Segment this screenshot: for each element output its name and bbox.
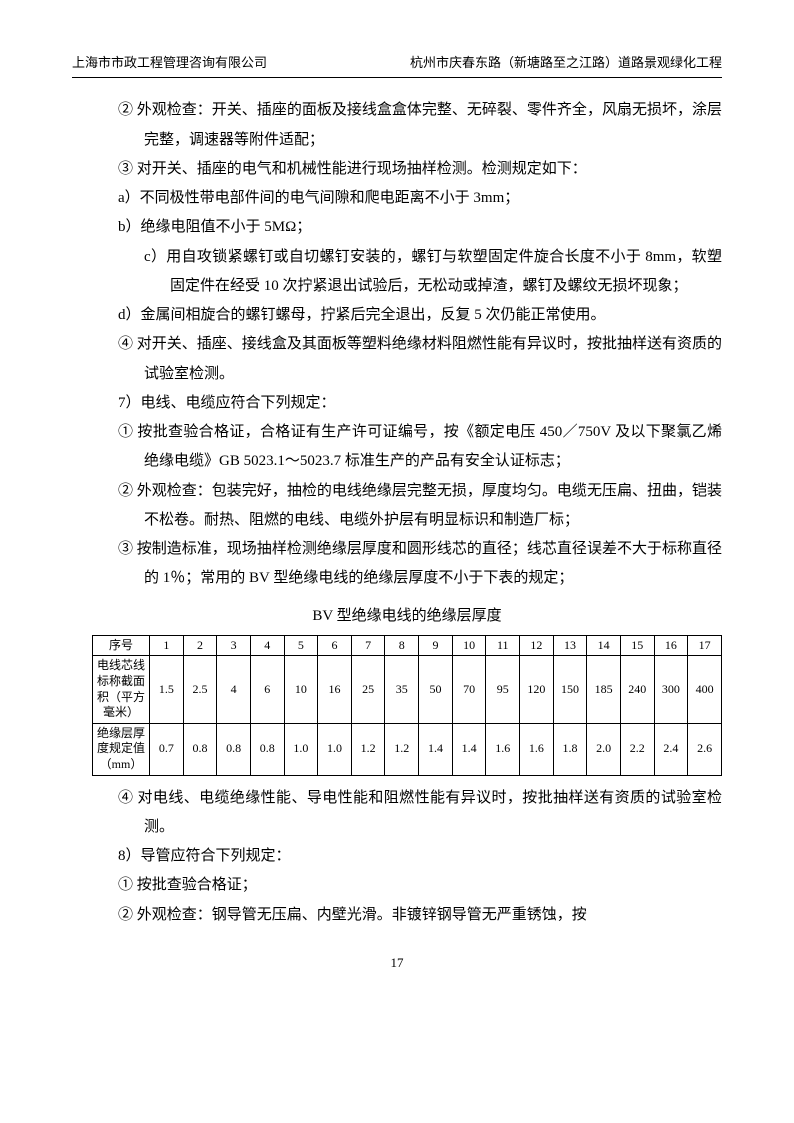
cell: 1.4: [452, 723, 486, 775]
cell: 2.0: [587, 723, 621, 775]
cell: 10: [452, 635, 486, 656]
cell: 0.7: [150, 723, 184, 775]
cell: 150: [553, 656, 587, 723]
cell: 2.6: [688, 723, 722, 775]
main-content: ② 外观检查：开关、插座的面板及接线盒盒体完整、无碎裂、零件齐全，风扇无损坏，涂…: [72, 96, 722, 930]
cell: 300: [654, 656, 688, 723]
cell: 50: [419, 656, 453, 723]
cell: 2.4: [654, 723, 688, 775]
cell: 35: [385, 656, 419, 723]
cell: 1.6: [486, 723, 520, 775]
header-left: 上海市市政工程管理咨询有限公司: [72, 50, 267, 75]
cell: 25: [351, 656, 385, 723]
cell: 5: [284, 635, 318, 656]
cell: 9: [419, 635, 453, 656]
cell: 6: [250, 656, 284, 723]
header-right: 杭州市庆春东路（新塘路至之江路）道路景观绿化工程: [410, 50, 722, 75]
cell: 10: [284, 656, 318, 723]
cell: 1.6: [520, 723, 554, 775]
row-label: 序号: [93, 635, 150, 656]
cell: 3: [217, 635, 251, 656]
cell: 1.5: [150, 656, 184, 723]
cell: 12: [520, 635, 554, 656]
cell: 1.0: [318, 723, 352, 775]
cell: 2: [183, 635, 217, 656]
cell: 95: [486, 656, 520, 723]
paragraph: ④ 对开关、插座、接线盒及其面板等塑料绝缘材料阻燃性能有异议时，按批抽样送有资质…: [92, 330, 722, 389]
cell: 1.2: [385, 723, 419, 775]
cell: 400: [688, 656, 722, 723]
paragraph: c）用自攻锁紧螺钉或自切螺钉安装的，螺钉与软塑固定件旋合长度不小于 8mm，软塑…: [92, 243, 722, 302]
cell: 2.2: [620, 723, 654, 775]
cell: 4: [217, 656, 251, 723]
paragraph: ② 外观检查：开关、插座的面板及接线盒盒体完整、无碎裂、零件齐全，风扇无损坏，涂…: [92, 96, 722, 155]
cell: 0.8: [250, 723, 284, 775]
cell: 15: [620, 635, 654, 656]
cell: 16: [654, 635, 688, 656]
cell: 13: [553, 635, 587, 656]
cell: 4: [250, 635, 284, 656]
paragraph: d）金属间相旋合的螺钉螺母，拧紧后完全退出，反复 5 次仍能正常使用。: [92, 301, 722, 330]
table-row: 电线芯线标称截面积（平方毫米）1.52.54610162535507095120…: [93, 656, 722, 723]
paragraph: 7）电线、电缆应符合下列规定：: [92, 389, 722, 418]
paragraph: b）绝缘电阻值不小于 5MΩ；: [92, 213, 722, 242]
cell: 1.0: [284, 723, 318, 775]
paragraph: 8）导管应符合下列规定：: [92, 842, 722, 871]
cell: 2.5: [183, 656, 217, 723]
insulation-table: 序号1234567891011121314151617电线芯线标称截面积（平方毫…: [92, 635, 722, 776]
paragraph: ② 外观检查：包装完好，抽检的电线绝缘层完整无损，厚度均匀。电缆无压扁、扭曲，铠…: [92, 477, 722, 536]
cell: 120: [520, 656, 554, 723]
cell: 8: [385, 635, 419, 656]
paragraph: ④ 对电线、电缆绝缘性能、导电性能和阻燃性能有异议时，按批抽样送有资质的试验室检…: [92, 784, 722, 843]
row-label: 电线芯线标称截面积（平方毫米）: [93, 656, 150, 723]
cell: 1.2: [351, 723, 385, 775]
cell: 14: [587, 635, 621, 656]
cell: 240: [620, 656, 654, 723]
cell: 0.8: [183, 723, 217, 775]
paragraph: ② 外观检查：钢导管无压扁、内壁光滑。非镀锌钢导管无严重锈蚀，按: [92, 901, 722, 930]
page-number: 17: [72, 950, 722, 975]
page-header: 上海市市政工程管理咨询有限公司 杭州市庆春东路（新塘路至之江路）道路景观绿化工程: [72, 50, 722, 78]
cell: 70: [452, 656, 486, 723]
cell: 0.8: [217, 723, 251, 775]
paragraph: ③ 对开关、插座的电气和机械性能进行现场抽样检测。检测规定如下：: [92, 155, 722, 184]
cell: 11: [486, 635, 520, 656]
paragraph: ③ 按制造标准，现场抽样检测绝缘层厚度和圆形线芯的直径；线芯直径误差不大于标称直…: [92, 535, 722, 594]
cell: 185: [587, 656, 621, 723]
table-row: 绝缘层厚度规定值（mm）0.70.80.80.81.01.01.21.21.41…: [93, 723, 722, 775]
table-title: BV 型绝缘电线的绝缘层厚度: [92, 602, 722, 631]
cell: 16: [318, 656, 352, 723]
cell: 17: [688, 635, 722, 656]
cell: 1.4: [419, 723, 453, 775]
table-row: 序号1234567891011121314151617: [93, 635, 722, 656]
cell: 6: [318, 635, 352, 656]
cell: 1.8: [553, 723, 587, 775]
cell: 1: [150, 635, 184, 656]
paragraph: ① 按批查验合格证，合格证有生产许可证编号，按《额定电压 450／750V 及以…: [92, 418, 722, 477]
row-label: 绝缘层厚度规定值（mm）: [93, 723, 150, 775]
paragraph: a）不同极性带电部件间的电气间隙和爬电距离不小于 3mm；: [92, 184, 722, 213]
paragraph: ① 按批查验合格证；: [92, 871, 722, 900]
cell: 7: [351, 635, 385, 656]
